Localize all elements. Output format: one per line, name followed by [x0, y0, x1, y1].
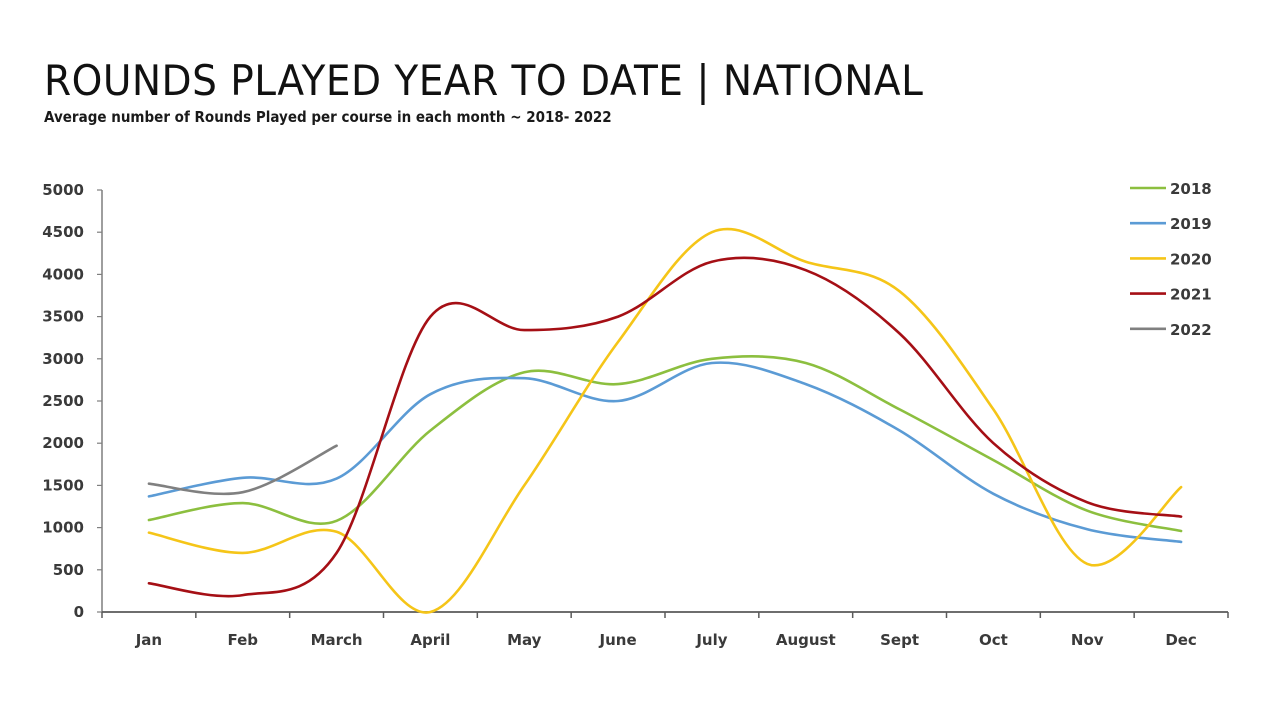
- y-tick-label: 4000: [42, 265, 84, 283]
- x-tick-label: May: [507, 631, 542, 649]
- x-tick-label: Jan: [135, 631, 162, 649]
- legend-label: 2019: [1170, 215, 1212, 233]
- legend: 2018 2019 2020 2021 2022: [1130, 180, 1212, 339]
- legend-item-2019: 2019: [1130, 215, 1212, 233]
- x-tick-label: Oct: [979, 631, 1008, 649]
- series-line-2021: [147, 256, 1183, 598]
- x-tick-label: Dec: [1165, 631, 1197, 649]
- legend-label: 2022: [1170, 321, 1212, 339]
- legend-item-2021: 2021: [1130, 286, 1212, 304]
- legend-label: 2021: [1170, 286, 1212, 304]
- x-tick-label: Sept: [880, 631, 919, 649]
- x-tick-label: April: [410, 631, 450, 649]
- y-tick-label: 0: [74, 603, 84, 621]
- x-tick-label: July: [695, 631, 727, 649]
- legend-item-2022: 2022: [1130, 321, 1212, 339]
- x-tick-label: Nov: [1071, 631, 1104, 649]
- x-tick-label: March: [311, 631, 363, 649]
- x-tick-label: Feb: [227, 631, 258, 649]
- series-line-2020: [147, 227, 1183, 614]
- x-tick-label: August: [776, 631, 836, 649]
- page-subtitle: Average number of Rounds Played per cour…: [44, 108, 612, 126]
- series-line-2018: [147, 355, 1183, 533]
- plot-lines: [147, 227, 1183, 614]
- y-tick-label: 3500: [42, 308, 84, 326]
- y-tick-label: 500: [53, 561, 84, 579]
- y-tick-label: 1000: [42, 519, 84, 537]
- y-tick-label: 2500: [42, 392, 84, 410]
- series-line-2022: [147, 444, 338, 496]
- legend-item-2020: 2020: [1130, 250, 1212, 268]
- y-tick-label: 4500: [42, 223, 84, 241]
- x-axis: Jan Feb March April May June July August Sept Oct…: [101, 611, 1229, 649]
- y-axis: 0 500 1000 1500 2000 2500 3000 3500 4000 4500 5000: [42, 181, 103, 621]
- y-tick-label: 2000: [42, 434, 84, 452]
- page-title: ROUNDS PLAYED YEAR TO DATE | NATIONAL: [44, 56, 924, 105]
- y-tick-label: 3000: [42, 350, 84, 368]
- y-tick-label: 5000: [42, 181, 84, 199]
- legend-label: 2020: [1170, 250, 1212, 268]
- y-tick-label: 1500: [42, 476, 84, 494]
- legend-label: 2018: [1170, 180, 1212, 198]
- series-line-2019: [147, 361, 1183, 544]
- x-tick-label: June: [599, 631, 637, 649]
- legend-item-2018: 2018: [1130, 180, 1212, 198]
